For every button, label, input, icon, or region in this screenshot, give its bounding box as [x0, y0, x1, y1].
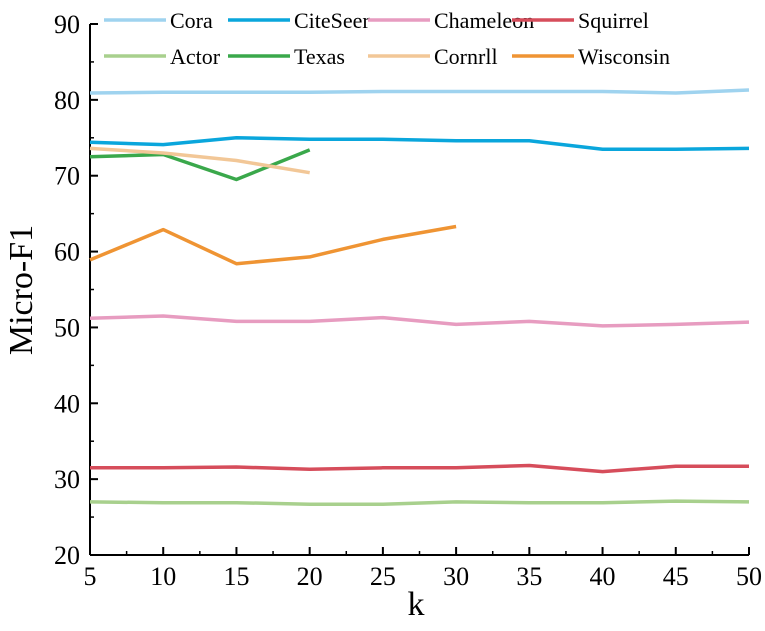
y-axis-title: Micro-F1	[3, 225, 40, 355]
x-tick-label: 35	[516, 562, 542, 591]
series-line-wisconsin	[89, 224, 457, 266]
x-tick-label: 50	[736, 562, 762, 591]
legend-label-citeseer: CiteSeer	[294, 8, 370, 33]
legend-label-actor: Actor	[170, 44, 221, 69]
x-tick-label: 10	[150, 562, 176, 591]
y-tick-label: 80	[54, 86, 80, 115]
axes: 5 10 15 20 25 30 35 40 45 50 20 30 40 50 60 70 80 90	[54, 10, 762, 591]
y-tick-label: 50	[54, 313, 80, 342]
x-tick-label: 15	[223, 562, 249, 591]
legend-label-texas: Texas	[294, 44, 345, 69]
x-tick-label: 5	[84, 562, 97, 591]
series-line-texas	[89, 148, 311, 182]
x-tick-label: 45	[663, 562, 689, 591]
series-line-cora	[89, 88, 750, 95]
series-line-squirrel	[90, 463, 749, 474]
legend-label-cora: Cora	[170, 8, 213, 33]
y-tick-label: 90	[54, 10, 80, 39]
legend-label-wisconsin: Wisconsin	[578, 44, 670, 69]
series-line-citeseer	[89, 136, 750, 151]
series-line-cornrll	[89, 146, 310, 175]
legend-label-squirrel: Squirrel	[578, 8, 649, 33]
y-tick-label: 60	[54, 238, 80, 267]
series-line-chameleon	[89, 314, 750, 328]
x-tick-label: 25	[370, 562, 396, 591]
x-axis-title: k	[408, 586, 425, 623]
y-tick-label: 40	[54, 389, 80, 418]
series-layer	[89, 88, 750, 506]
x-tick-label: 40	[590, 562, 616, 591]
x-tick-label: 20	[297, 562, 323, 591]
legend-label-cornrll: Cornrll	[434, 44, 498, 69]
y-tick-label: 70	[54, 162, 80, 191]
series-line-actor	[89, 499, 750, 506]
x-tick-label: 30	[443, 562, 469, 591]
y-tick-label: 30	[54, 465, 80, 494]
y-tick-label: 20	[54, 541, 80, 570]
